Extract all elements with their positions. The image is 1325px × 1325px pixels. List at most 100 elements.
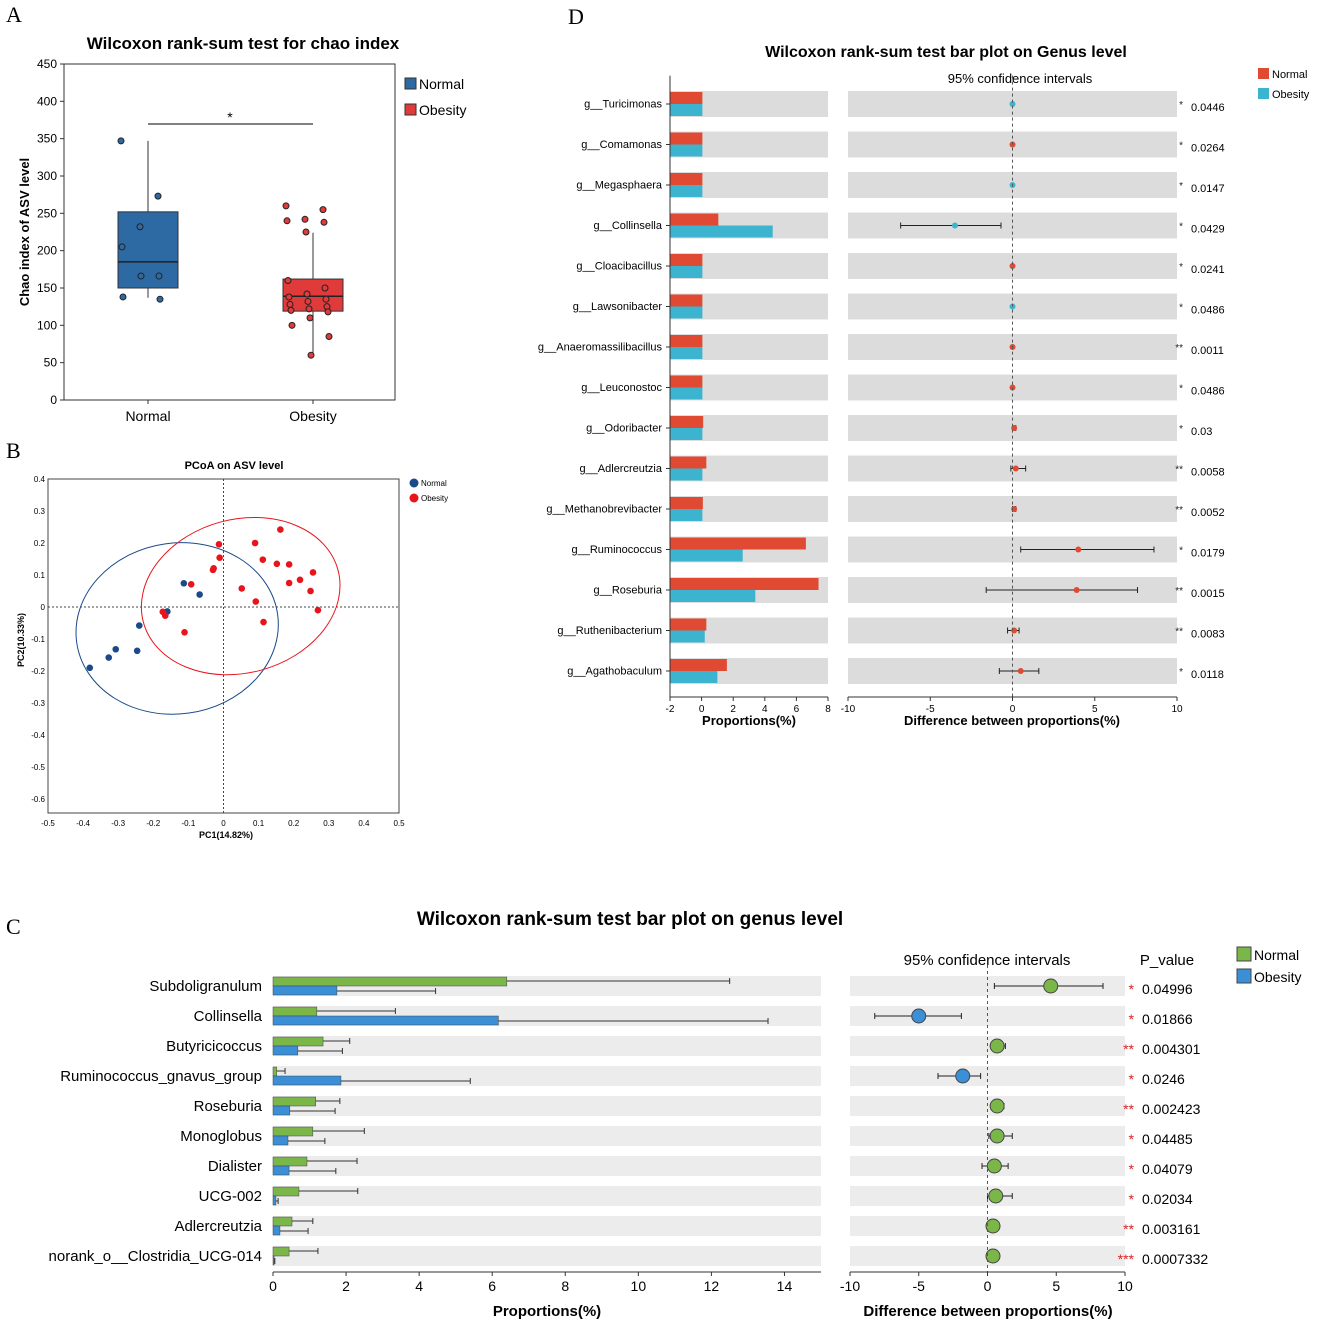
data-point — [112, 645, 120, 653]
data-point — [284, 277, 292, 285]
y-tick-label: -0.5 — [31, 763, 45, 772]
row-label: g__Ruthenibacterium — [557, 625, 662, 637]
bar-normal — [670, 497, 703, 509]
row-label: g__Collinsella — [594, 220, 663, 232]
bar-normal — [670, 213, 719, 226]
x-tick-label: -0.4 — [76, 819, 90, 828]
data-point — [282, 202, 290, 210]
p-value: 0.02034 — [1142, 1191, 1193, 1207]
bar-normal — [272, 1186, 300, 1197]
x-tick-label: 0.5 — [393, 819, 405, 828]
difference-point — [989, 1098, 1005, 1114]
data-point — [216, 554, 223, 562]
data-point — [273, 560, 281, 568]
y-tick-label: 250 — [37, 206, 57, 220]
p-value-header: P_value — [1140, 952, 1194, 969]
bar-obesity — [272, 985, 338, 996]
row-Adlercreutzia — [272, 1216, 314, 1236]
difference-point — [989, 1038, 1005, 1054]
significance-stars: * — [1129, 1161, 1135, 1177]
p-value: 0.0052 — [1191, 507, 1225, 519]
y-tick-label: 100 — [37, 318, 57, 332]
bar-obesity — [670, 630, 705, 643]
row-background — [273, 1096, 821, 1116]
p-value: 0.0015 — [1191, 588, 1225, 600]
legend-label: Normal — [419, 76, 464, 92]
panel-letter: A — [6, 2, 22, 27]
difference-point — [985, 1218, 1001, 1234]
bar-obesity — [272, 1045, 299, 1056]
data-point — [137, 272, 145, 280]
data-point — [181, 628, 188, 636]
bar-obesity — [272, 1165, 290, 1176]
bar-normal — [670, 294, 703, 307]
x-tick-label: -5 — [913, 1278, 926, 1294]
significance-stars: * — [1179, 222, 1183, 233]
data-point — [161, 612, 169, 619]
y-tick-label: 200 — [37, 244, 57, 258]
difference-point — [1017, 668, 1024, 674]
row-label: g__Anaeromassilibacillus — [538, 342, 663, 354]
p-value: 0.0429 — [1191, 224, 1225, 236]
significance-stars: * — [1179, 100, 1183, 111]
row-g__Lawsonibacter — [670, 294, 703, 319]
y-axis-label: Chao index of ASV level — [17, 158, 32, 306]
bar-obesity — [670, 590, 756, 602]
data-point — [119, 293, 127, 301]
data-point — [286, 300, 294, 308]
y-axis-label: PC2(10.33%) — [16, 613, 26, 667]
data-point — [136, 223, 144, 231]
box-obesity — [282, 278, 344, 312]
bar-normal — [670, 92, 703, 104]
x-tick-label: 6 — [794, 704, 800, 715]
y-tick-label: 0.3 — [34, 507, 46, 516]
data-point — [135, 622, 143, 629]
row-label: g__Cloacibacillus — [576, 261, 662, 273]
data-point — [196, 591, 203, 598]
row-Roseburia — [272, 1096, 341, 1116]
data-point — [252, 598, 260, 605]
data-point — [309, 569, 317, 576]
bar-normal — [670, 659, 727, 671]
bar-obesity — [670, 185, 703, 197]
difference-point — [955, 1068, 971, 1084]
row-label: g__Agathobaculum — [567, 666, 662, 678]
row-background — [273, 1216, 821, 1236]
p-value: 0.0486 — [1191, 386, 1225, 398]
y-tick-label: 400 — [37, 94, 57, 108]
p-value: 0.04996 — [1142, 981, 1193, 997]
bar-obesity — [670, 428, 703, 440]
x-tick-label: -0.2 — [146, 819, 160, 828]
y-tick-label: 0.2 — [34, 539, 46, 548]
panel-letter: C — [6, 914, 21, 939]
bar-normal — [272, 1036, 324, 1047]
data-point — [133, 647, 141, 655]
row-background — [273, 1066, 821, 1086]
significance-stars: * — [1179, 546, 1183, 557]
data-point — [305, 305, 313, 313]
x-tick-label: 0 — [221, 819, 226, 828]
legend-label: Normal — [1272, 69, 1307, 81]
difference-point — [1009, 384, 1016, 391]
plot-frame — [47, 478, 400, 814]
bar-obesity — [272, 1225, 281, 1236]
bar-obesity — [670, 347, 703, 359]
x-tick-label: 0 — [984, 1278, 992, 1294]
data-point — [187, 580, 195, 588]
significance-stars: ** — [1175, 343, 1183, 354]
y-tick-label: 150 — [37, 281, 57, 295]
x-tick-label: 10 — [1171, 704, 1183, 715]
y-tick-label: 350 — [37, 132, 57, 146]
difference-point — [1073, 587, 1080, 593]
bar-normal — [272, 1006, 318, 1017]
difference-point — [988, 1188, 1004, 1204]
data-point — [325, 333, 333, 341]
legend-swatch — [1258, 88, 1269, 99]
y-tick-label: -0.6 — [31, 795, 45, 804]
data-point — [301, 215, 309, 223]
y-tick-label: -0.4 — [31, 731, 45, 740]
row-background — [273, 1126, 821, 1146]
p-value: 0.03 — [1191, 426, 1212, 438]
bar-obesity — [272, 1015, 499, 1026]
